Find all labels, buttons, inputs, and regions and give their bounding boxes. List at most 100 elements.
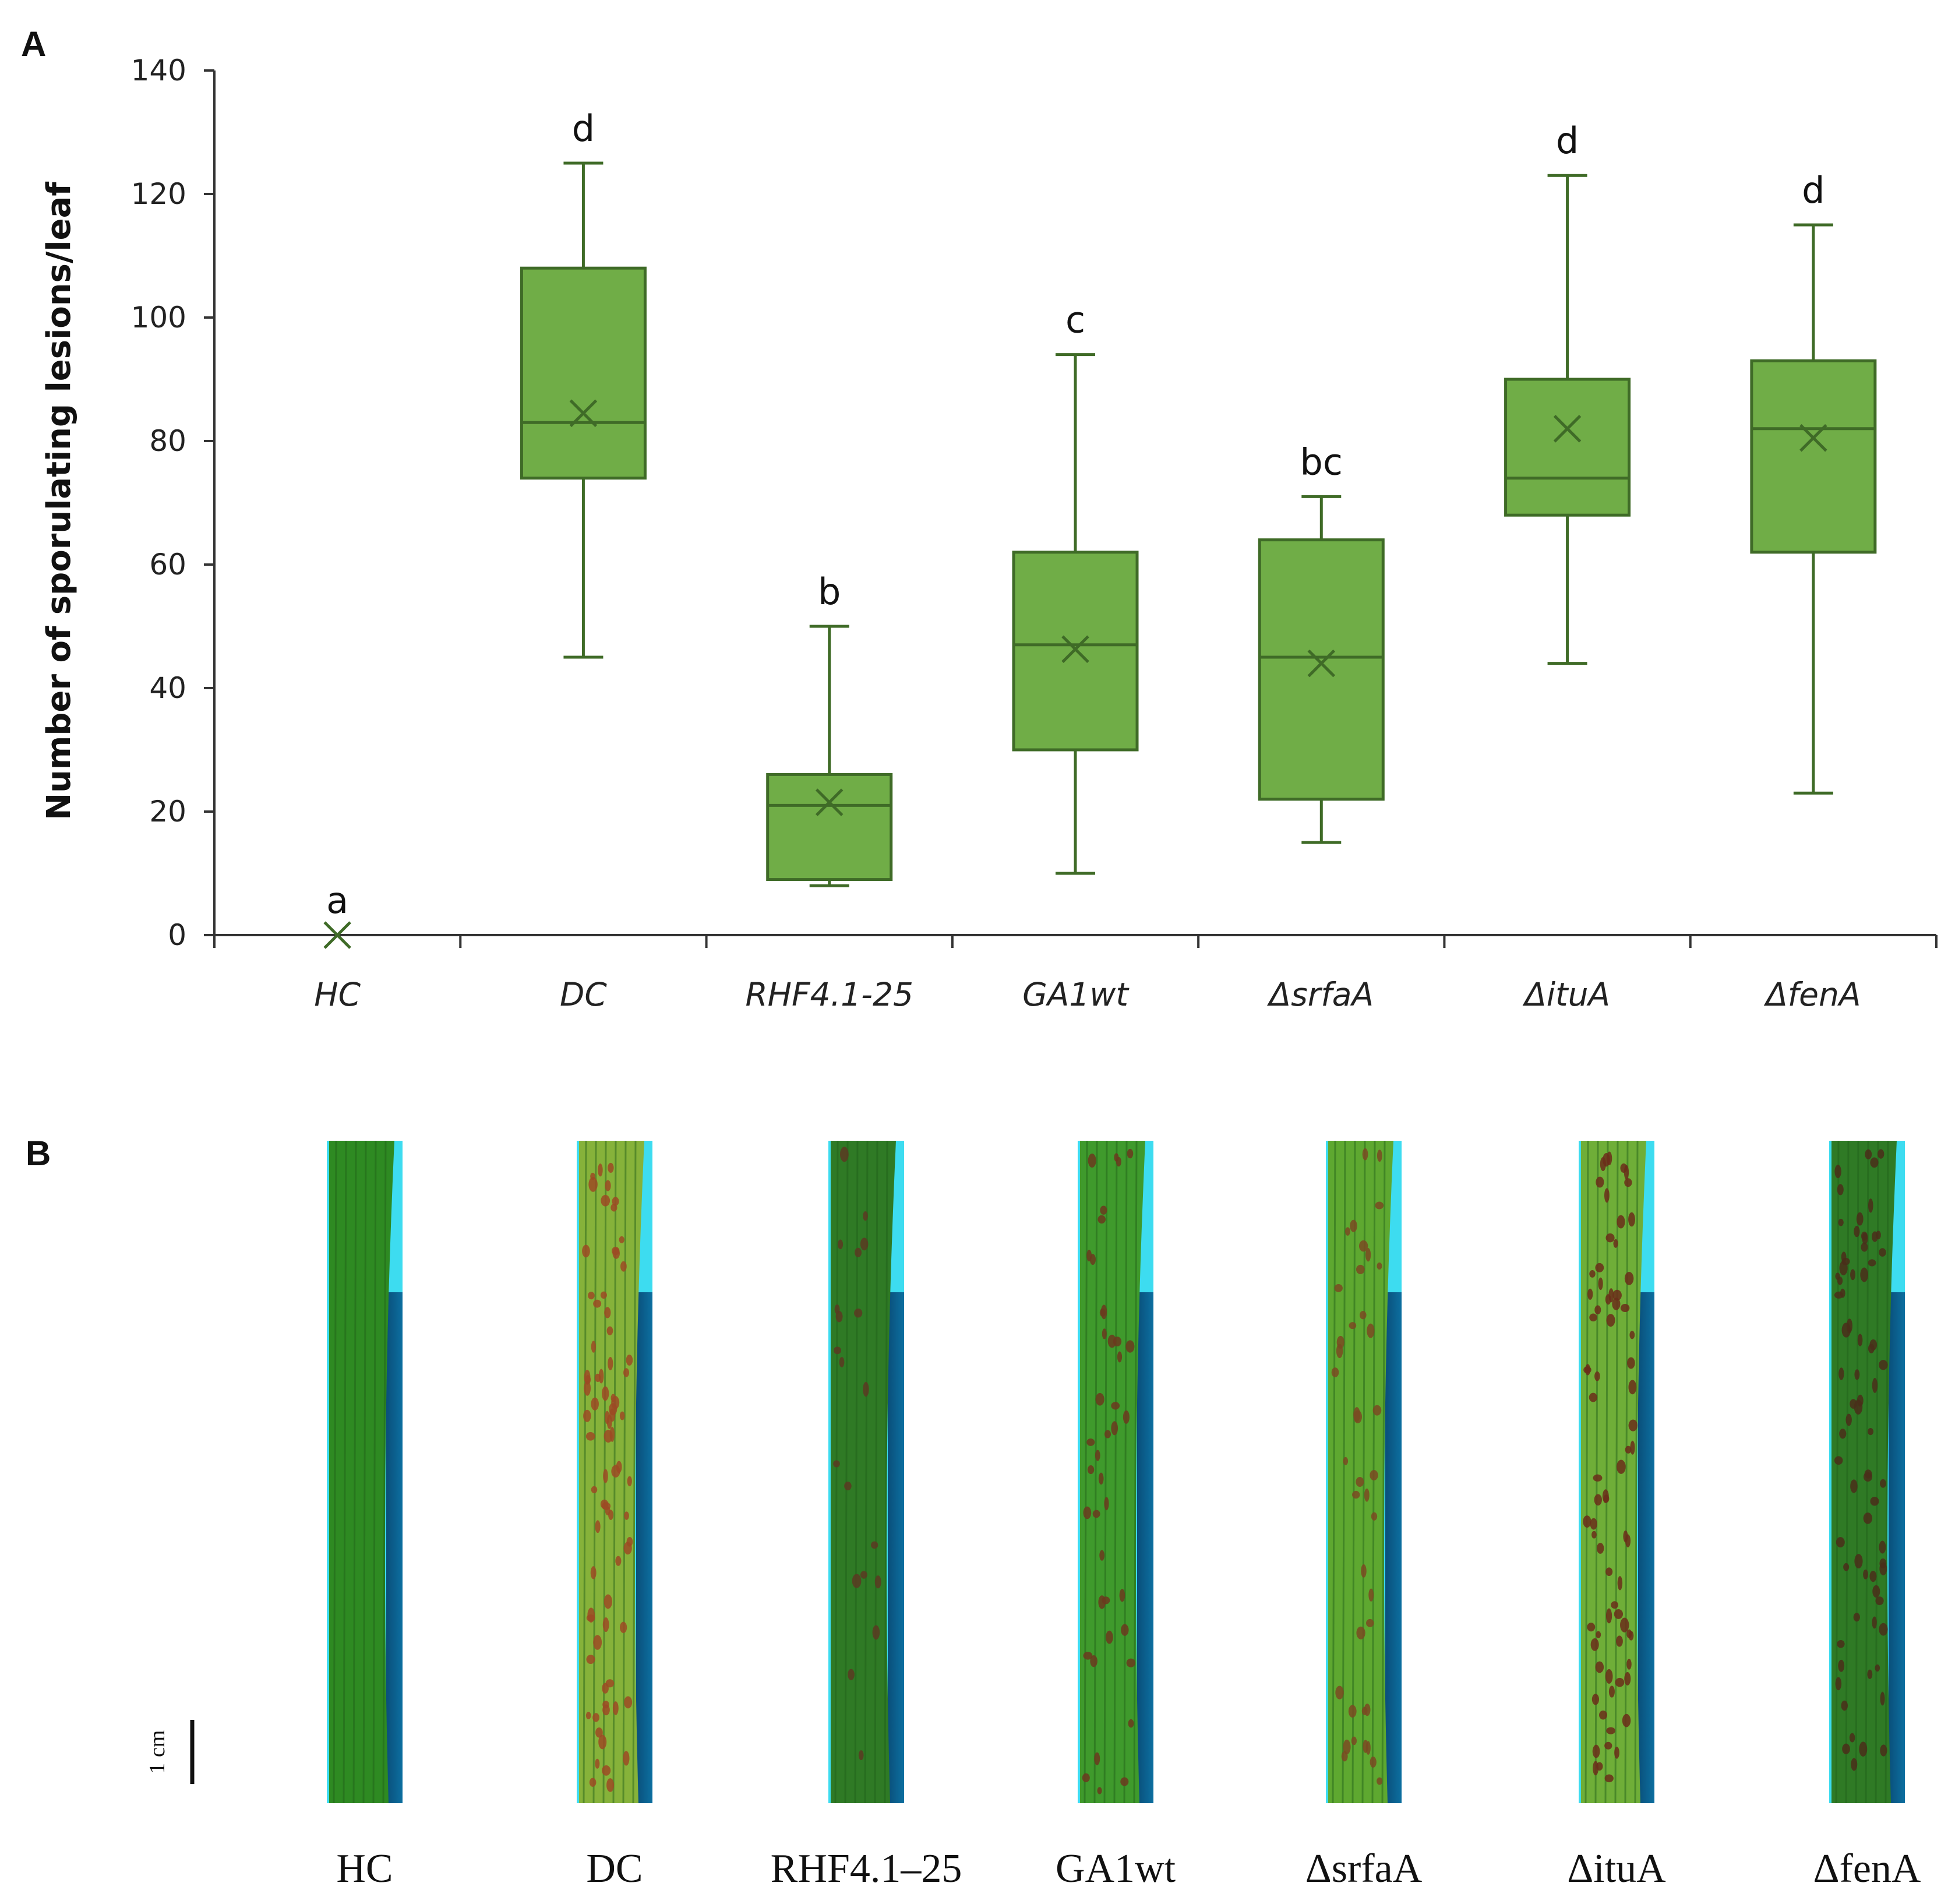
lesion-spot: [1611, 1601, 1618, 1609]
lesion-spot: [601, 1502, 611, 1510]
lesion-spot: [852, 1574, 862, 1588]
lesion-spot: [1356, 1477, 1364, 1487]
lesion-spot: [1090, 1655, 1097, 1667]
lesion-spot: [1834, 1291, 1844, 1299]
lesion-spot: [1628, 1419, 1638, 1431]
significance-letter: d: [1802, 169, 1825, 211]
x-category-label: ΔituA: [1522, 976, 1610, 1013]
lesion-spot: [1843, 1563, 1850, 1571]
lesion-spot: [1111, 1402, 1120, 1410]
leaf-vein: [1084, 1140, 1088, 1804]
lesion-spot: [1879, 1248, 1886, 1257]
y-tick-label: 60: [149, 548, 186, 581]
leaf-vein: [874, 1140, 878, 1804]
lesion-spot: [590, 1172, 595, 1180]
lesion-spot: [615, 1556, 622, 1566]
lesion-spot: [1867, 1669, 1873, 1679]
lesion-spot: [1343, 1457, 1349, 1465]
lesion-spot: [1334, 1284, 1343, 1292]
lesion-spot: [1879, 1540, 1886, 1554]
lesion-spot: [1879, 1360, 1888, 1370]
leaf-vein: [1093, 1140, 1098, 1804]
lesion-spot: [1356, 1626, 1365, 1639]
lesion-spot: [1100, 1205, 1107, 1215]
lesion-spot: [1860, 1267, 1868, 1282]
lesion-spot: [844, 1482, 852, 1491]
lesion-spot: [603, 1469, 608, 1483]
leaf-vein: [1381, 1140, 1386, 1804]
lesion-spot: [602, 1765, 611, 1776]
lesion-spot: [1868, 1259, 1876, 1267]
y-axis: 0 20 40 60 80 100 120 140: [131, 54, 216, 952]
y-tick-label: 80: [149, 424, 186, 458]
lesion-spot: [591, 1486, 598, 1494]
lesion-spot: [1617, 1576, 1623, 1591]
lesion-spot: [602, 1617, 609, 1632]
lesion-spot: [583, 1409, 591, 1422]
lesion-spot: [1854, 1225, 1860, 1237]
lesion-spot: [1127, 1148, 1134, 1159]
lesion-spot: [1606, 1727, 1615, 1734]
lesion-spot: [1117, 1351, 1123, 1363]
lesion-spot: [1594, 1371, 1600, 1381]
lesion-spot: [1086, 1438, 1095, 1446]
lesion-spot: [1605, 1608, 1612, 1624]
lesion-spot: [1854, 1369, 1860, 1380]
lesion-spot: [855, 1247, 862, 1257]
lesion-spot: [1104, 1497, 1109, 1511]
lesion-spot: [1371, 1512, 1378, 1521]
box-group-6: d: [1750, 169, 1877, 795]
leaf-label: RHF4.1–25: [771, 1846, 962, 1891]
lesion-spot: [1589, 1392, 1598, 1402]
lesion-spot: [1361, 1564, 1367, 1578]
lesion-spot: [1616, 1635, 1623, 1647]
lesion-spot: [606, 1415, 612, 1429]
lesion-spot: [1082, 1773, 1090, 1783]
lesion-spot: [1587, 1623, 1596, 1632]
lesion-spot: [1125, 1340, 1135, 1353]
lesion-spot: [1377, 1262, 1382, 1270]
lesion-spot: [1107, 1334, 1117, 1348]
leaf-1: DC: [577, 1140, 652, 1891]
lesion-spot: [1872, 1378, 1878, 1393]
leaf-2: RHF4.1–25: [771, 1140, 962, 1891]
lesion-spot: [1123, 1410, 1130, 1424]
box-iqr: [766, 773, 893, 882]
lesion-spot: [1846, 1318, 1852, 1333]
lesion-spot: [1116, 1156, 1121, 1167]
lesion-spot: [590, 1566, 597, 1579]
lesion-spot: [1849, 1733, 1855, 1743]
lesion-spot: [1596, 1631, 1601, 1638]
lesion-spot: [1584, 1364, 1591, 1376]
leaf-shadow: [386, 1292, 403, 1803]
lesion-spot: [1863, 1512, 1873, 1524]
lesion-spot: [1867, 1427, 1874, 1436]
lesion-spot: [1348, 1705, 1357, 1718]
lesion-spot: [1838, 1367, 1844, 1380]
lesion-spot: [602, 1701, 609, 1709]
lesion-spot: [1087, 1465, 1095, 1475]
lesion-spot: [860, 1237, 869, 1251]
lesion-spot: [1627, 1357, 1635, 1369]
leaf-vein: [1332, 1140, 1336, 1804]
lesion-spot: [1604, 1188, 1610, 1203]
lesion-spot: [1625, 1445, 1632, 1454]
lesion-spot: [1604, 1741, 1612, 1750]
leaf-shadow: [1385, 1292, 1402, 1803]
lesion-spot: [624, 1696, 633, 1709]
lesion-spot: [1120, 1777, 1129, 1786]
lesion-spot: [1599, 1710, 1607, 1720]
lesion-spot: [591, 1341, 597, 1353]
panel-label-b: B: [26, 1134, 51, 1173]
lesion-spot: [592, 1713, 599, 1722]
lesion-spot: [1361, 1706, 1368, 1715]
lesion-spot: [1335, 1686, 1344, 1700]
lesion-spot: [1597, 1543, 1604, 1554]
lesion-spot: [1605, 1567, 1613, 1577]
leaf-vein: [844, 1140, 849, 1804]
significance-letter: a: [326, 879, 348, 922]
significance-letter: d: [572, 107, 595, 150]
lesion-spot: [1624, 1165, 1629, 1180]
lesion-spot: [604, 1307, 611, 1318]
lesion-spot: [1602, 1489, 1609, 1503]
